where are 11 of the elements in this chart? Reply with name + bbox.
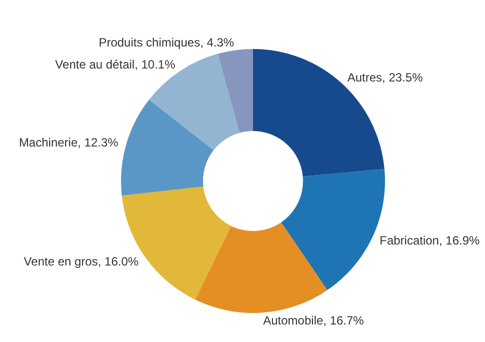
- donut-slice: [253, 49, 384, 176]
- donut-slice: [218, 49, 253, 133]
- slice-label: Vente en gros, 16.0%: [24, 254, 139, 269]
- donut-slice: [121, 100, 214, 196]
- slice-label: Machinerie, 12.3%: [18, 136, 119, 150]
- slice-label: Produits chimiques, 4.3%: [98, 35, 234, 50]
- slice-label: Fabrication, 16.9%: [380, 234, 480, 248]
- slice-label: Automobile, 16.7%: [263, 314, 364, 328]
- donut-slice: [195, 222, 328, 313]
- slice-label: Autres, 23.5%: [347, 70, 424, 85]
- slice-label: Vente au détail, 10.1%: [55, 58, 176, 72]
